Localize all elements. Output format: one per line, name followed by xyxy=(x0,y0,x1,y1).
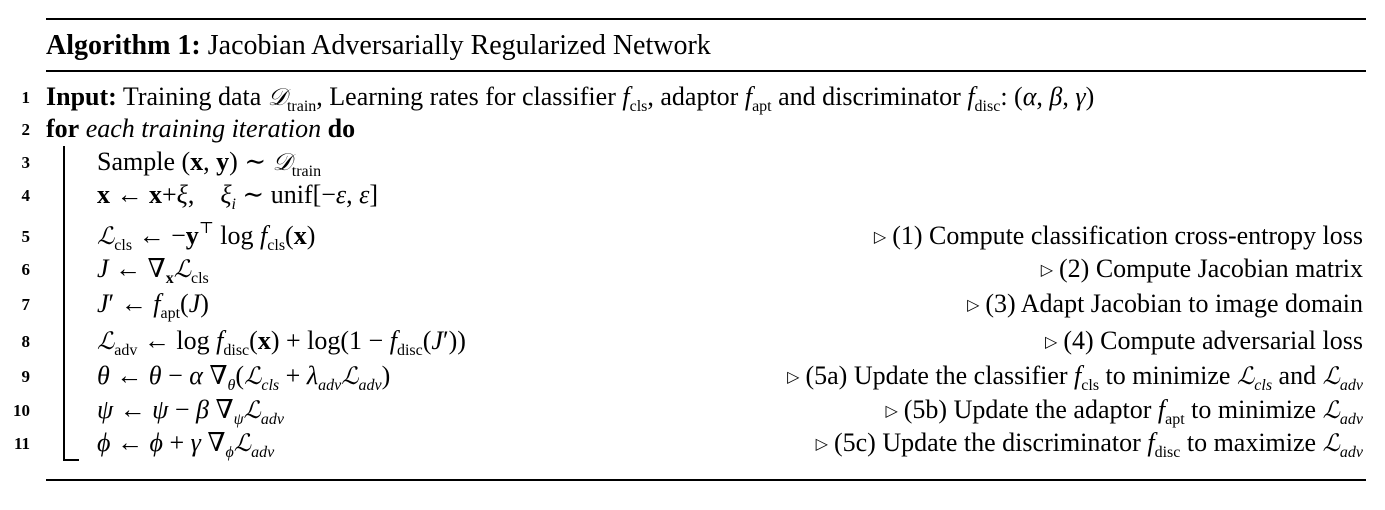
line-number: 8 xyxy=(21,332,31,351)
line-number: 10 xyxy=(13,401,30,420)
comment-triangle-icon: ▷ xyxy=(873,229,887,246)
algorithm-line-5: 5 ℒcls ← −y⊤ log fcls(x) ▷ (1) Compute cl… xyxy=(0,220,1385,254)
algorithm-line-3: 3 Sample (x, y) ∼ 𝒟train xyxy=(0,146,1385,180)
line-number: 3 xyxy=(21,153,31,172)
algorithm-line-2: 2 for each training iteration do xyxy=(0,113,1385,145)
loop-body-bar xyxy=(63,146,65,461)
line-code: for each training iteration do xyxy=(46,113,355,145)
header-rule xyxy=(46,70,1366,72)
line-number: 1 xyxy=(21,88,31,107)
line-comment: ▷ (2) Compute Jacobian matrix xyxy=(1040,254,1363,283)
line-code: θ ← θ − α ∇θ(ℒcls + λadvℒadv) xyxy=(97,361,391,394)
algorithm-line-10: 10 ψ ← ψ − β ∇ψℒadv ▷ (5b) Update the ada… xyxy=(0,394,1385,428)
line-code: ℒadv ← log fdisc(x) + log(1 − fdisc(J′)) xyxy=(97,326,466,359)
line-code: ψ ← ψ − β ∇ψℒadv xyxy=(97,395,284,428)
algorithm-line-1: 1 Input: Training data 𝒟train, Learning … xyxy=(0,81,1385,115)
algorithm-label: Algorithm 1: xyxy=(46,30,201,61)
line-number: 2 xyxy=(21,120,31,139)
line-number: 11 xyxy=(13,434,30,453)
algorithm-line-4: 4 x ← x+ξ, ξi ∼ unif[−ε, ε] xyxy=(0,179,1385,213)
line-number: 5 xyxy=(21,227,31,246)
line-number: 7 xyxy=(21,295,31,314)
for-keyword: for xyxy=(46,114,80,143)
algorithm-line-8: 8 ℒadv ← log fdisc(x) + log(1 − fdisc(J′… xyxy=(0,325,1385,359)
algorithm-title: Algorithm 1: Jacobian Adversarially Regu… xyxy=(46,28,711,64)
line-code: J ← ∇xℒcls xyxy=(97,254,209,287)
line-comment: ▷ (4) Compute adversarial loss xyxy=(1045,326,1363,355)
top-rule xyxy=(46,18,1366,20)
line-comment: ▷ (5b) Update the adaptor fapt to minimiz… xyxy=(885,395,1363,428)
line-code: ϕ ← ϕ + γ ∇ϕℒadv xyxy=(97,428,275,461)
line-comment: ▷ (5c) Update the discriminator fdisc to … xyxy=(815,428,1363,461)
line-number: 6 xyxy=(21,260,31,279)
line-code: Sample (x, y) ∼ 𝒟train xyxy=(97,147,322,180)
line-code: x ← x+ξ, ξi ∼ unif[−ε, ε] xyxy=(97,180,379,213)
line-comment: ▷ (5a) Update the classifier fcls to mini… xyxy=(787,361,1363,394)
line-code: ℒcls ← −y⊤ log fcls(x) xyxy=(97,220,316,254)
loop-body-end xyxy=(63,459,79,461)
algorithm-name: Jacobian Adversarially Regularized Netwo… xyxy=(207,30,711,61)
algorithm-line-6: 6 J ← ∇xℒcls ▷ (2) Compute Jacobian matri… xyxy=(0,253,1385,287)
comment-triangle-icon: ▷ xyxy=(1045,334,1058,351)
loop-condition: each training iteration xyxy=(85,114,322,143)
line-code: Input: Training data 𝒟train, Learning ra… xyxy=(46,82,1095,115)
comment-triangle-icon: ▷ xyxy=(815,436,828,453)
bottom-rule xyxy=(46,479,1366,481)
algorithm-line-7: 7 J′ ← fapt(J) ▷ (3) Adapt Jacobian to im… xyxy=(0,288,1385,322)
line-comment: ▷ (1) Compute classification cross-entrop… xyxy=(873,221,1363,250)
line-number: 9 xyxy=(21,367,31,386)
comment-triangle-icon: ▷ xyxy=(967,297,980,314)
comment-triangle-icon: ▷ xyxy=(1040,262,1054,279)
line-number: 4 xyxy=(21,186,31,205)
line-comment: ▷ (3) Adapt Jacobian to image domain xyxy=(967,289,1363,318)
do-keyword: do xyxy=(327,114,356,143)
comment-triangle-icon: ▷ xyxy=(885,403,898,420)
line-code: J′ ← fapt(J) xyxy=(97,289,209,322)
algorithm-line-11: 11 ϕ ← ϕ + γ ∇ϕℒadv ▷ (5c) Update the dis… xyxy=(0,427,1385,461)
input-keyword: Input: xyxy=(46,82,117,111)
comment-triangle-icon: ▷ xyxy=(787,369,800,386)
algorithm-line-9: 9 θ ← θ − α ∇θ(ℒcls + λadvℒadv) ▷ (5a) Up… xyxy=(0,360,1385,394)
